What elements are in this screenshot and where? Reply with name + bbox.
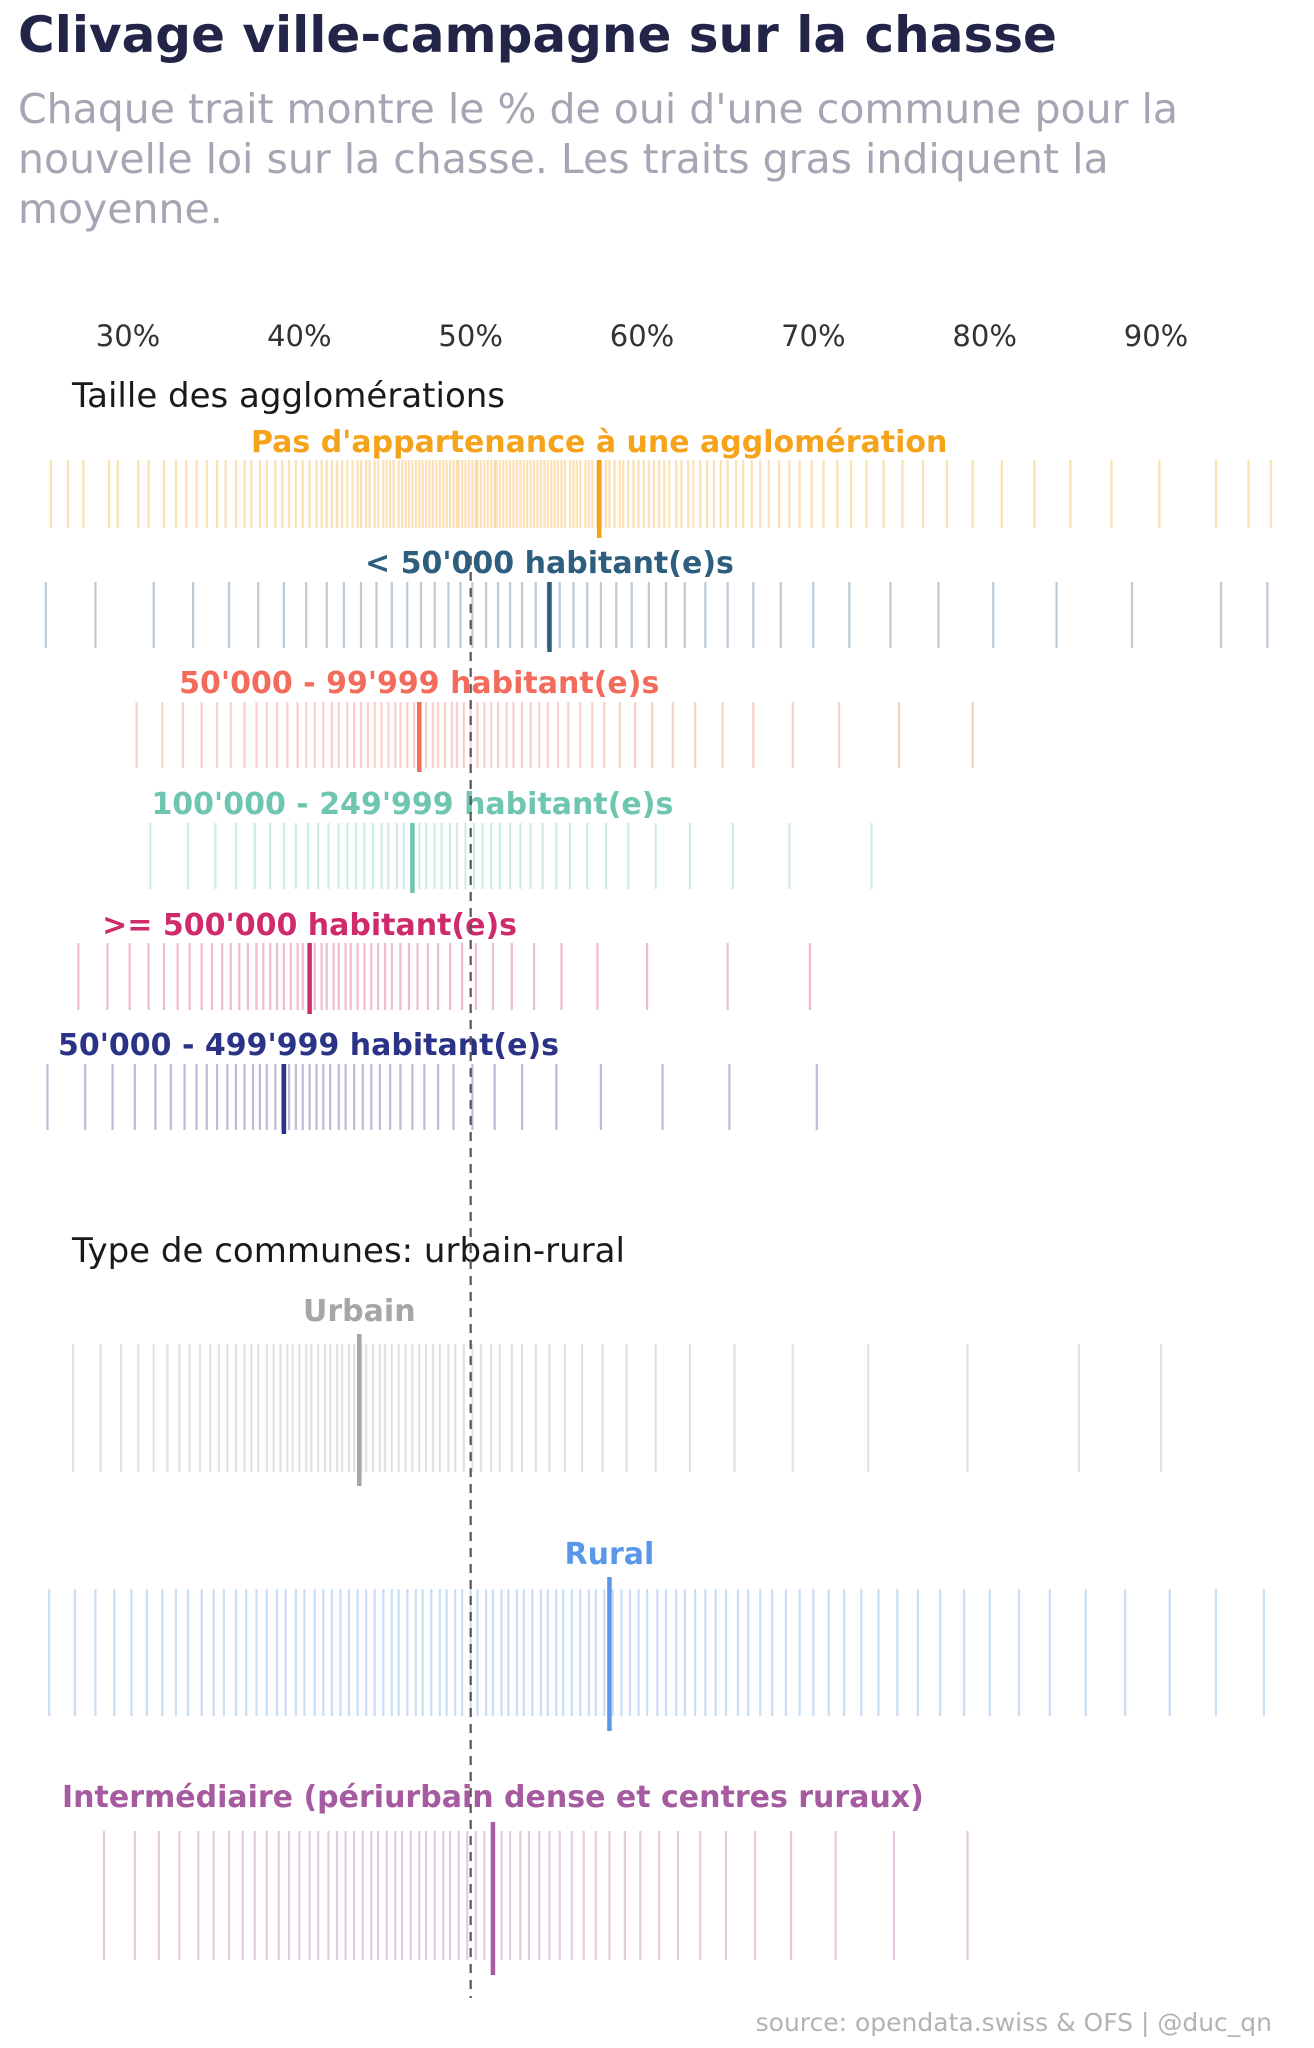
series-label: Intermédiaire (périurbain dense et centr… bbox=[62, 1780, 924, 1815]
x-tick-label: 70% bbox=[781, 319, 845, 353]
panel-title: Type de communes: urbain-rural bbox=[71, 1231, 625, 1271]
series-label: 50'000 - 99'999 habitant(e)s bbox=[179, 666, 659, 701]
x-tick-label: 80% bbox=[952, 319, 1016, 353]
strip-series: >= 500'000 habitant(e)s bbox=[77, 908, 812, 1014]
x-tick-label: 40% bbox=[267, 319, 331, 353]
series-label: >= 500'000 habitant(e)s bbox=[102, 908, 517, 943]
chart-subtitle: Chaque trait montre le % de oui d'une co… bbox=[18, 85, 1179, 233]
strip-series: Pas d'appartenance à une agglomération bbox=[49, 425, 1272, 538]
x-tick-label: 30% bbox=[96, 319, 160, 353]
series-label: < 50'000 habitant(e)s bbox=[365, 546, 734, 581]
series-label: 100'000 - 249'999 habitant(e)s bbox=[151, 787, 673, 822]
x-tick-label: 60% bbox=[610, 319, 674, 353]
panel-title: Taille des agglomérations bbox=[71, 376, 505, 416]
strip-series: 100'000 - 249'999 habitant(e)s bbox=[149, 787, 873, 893]
strip-series: < 50'000 habitant(e)s bbox=[44, 546, 1269, 652]
chart-title: Clivage ville-campagne sur la chasse bbox=[18, 6, 1057, 64]
strip-series: Rural bbox=[48, 1537, 1266, 1731]
strip-series: Intermédiaire (périurbain dense et centr… bbox=[62, 1780, 969, 1975]
strip-series: 50'000 - 499'999 habitant(e)s bbox=[46, 1028, 818, 1134]
series-label: 50'000 - 499'999 habitant(e)s bbox=[58, 1028, 559, 1063]
panel-2: Type de communes: urbain-rural Urbain Rura… bbox=[48, 1231, 1266, 1975]
series-label: Pas d'appartenance à une agglomération bbox=[251, 425, 947, 460]
x-tick-label: 90% bbox=[1124, 319, 1188, 353]
strip-series: Urbain bbox=[72, 1294, 1163, 1486]
x-axis: 30% 40% 50% 60% 70% 80% 90% bbox=[96, 319, 1188, 353]
strip-series: 50'000 - 99'999 habitant(e)s bbox=[135, 666, 974, 772]
source-note: source: opendata.swiss & OFS | @duc_qn bbox=[755, 2008, 1272, 2037]
panel-1: Taille des agglomérations Pas d'appartena… bbox=[44, 376, 1272, 1134]
x-tick-label: 50% bbox=[438, 319, 502, 353]
series-label: Rural bbox=[565, 1537, 655, 1572]
series-label: Urbain bbox=[303, 1294, 416, 1329]
chart-panels: Taille des agglomérations Pas d'appartena… bbox=[44, 376, 1272, 1975]
